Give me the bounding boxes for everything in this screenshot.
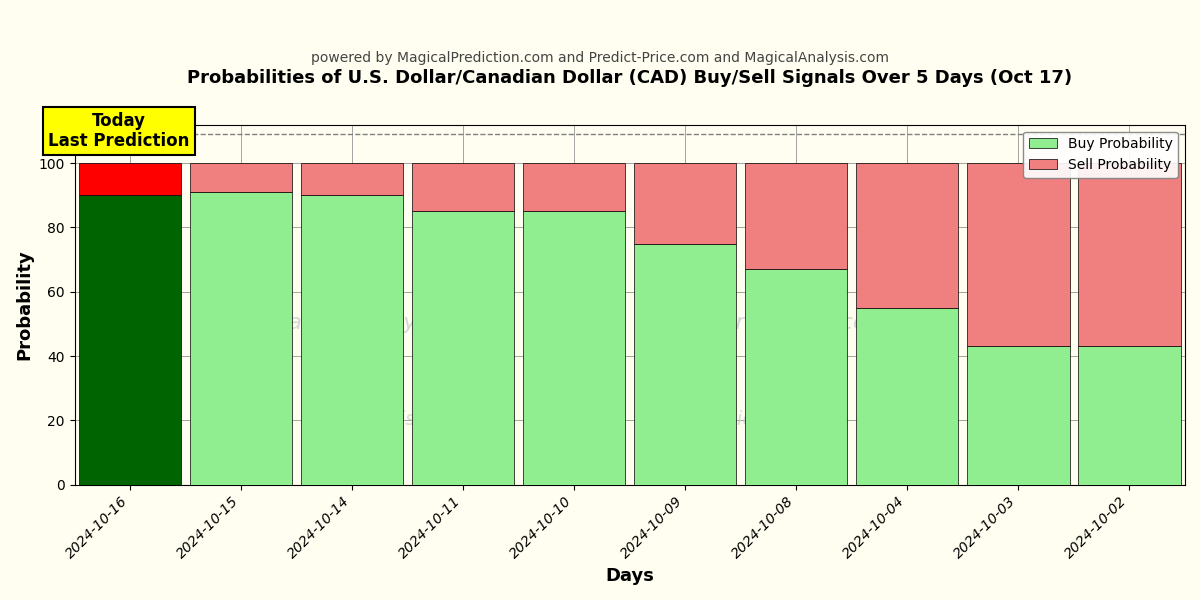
Bar <box>745 269 847 485</box>
Text: IPrediction.com: IPrediction.com <box>688 410 839 429</box>
Bar <box>635 244 737 485</box>
Bar <box>967 163 1069 346</box>
Bar <box>857 163 959 308</box>
Title: Probabilities of U.S. Dollar/Canadian Dollar (CAD) Buy/Sell Signals Over 5 Days : Probabilities of U.S. Dollar/Canadian Do… <box>187 69 1073 87</box>
Y-axis label: Probability: Probability <box>16 249 34 360</box>
Bar <box>523 163 625 211</box>
Bar <box>190 163 293 192</box>
Bar <box>1079 346 1181 485</box>
Text: MagicalPrediction.com: MagicalPrediction.com <box>637 313 889 332</box>
X-axis label: Days: Days <box>605 567 654 585</box>
Bar <box>412 211 515 485</box>
Text: Today
Last Prediction: Today Last Prediction <box>48 112 190 151</box>
Bar <box>301 196 403 485</box>
Bar <box>190 192 293 485</box>
Bar <box>1079 163 1181 346</box>
Bar <box>79 196 181 485</box>
Bar <box>857 308 959 485</box>
Text: calAnalysis.com: calAnalysis.com <box>307 410 463 429</box>
Text: MagicalAnalysis.com: MagicalAnalysis.com <box>270 313 502 332</box>
Bar <box>635 163 737 244</box>
Bar <box>523 211 625 485</box>
Bar <box>967 346 1069 485</box>
Bar <box>301 163 403 196</box>
Legend: Buy Probability, Sell Probability: Buy Probability, Sell Probability <box>1024 131 1178 178</box>
Bar <box>745 163 847 269</box>
Bar <box>79 163 181 196</box>
Text: powered by MagicalPrediction.com and Predict-Price.com and MagicalAnalysis.com: powered by MagicalPrediction.com and Pre… <box>311 51 889 65</box>
Bar <box>412 163 515 211</box>
